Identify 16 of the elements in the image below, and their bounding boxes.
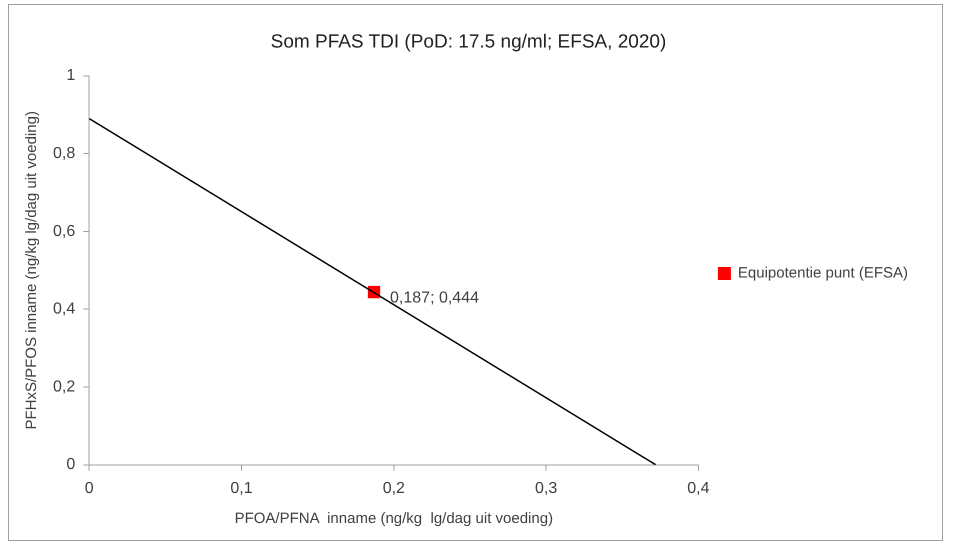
x-tick-label: 0 [84, 480, 94, 497]
y-tick-label: 0,2 [52, 378, 76, 396]
x-tick-label: 0,3 [534, 480, 558, 497]
y-tick-label: 0,6 [52, 222, 76, 240]
chart-title: Som PFAS TDI (PoD: 17.5 ng/ml; EFSA, 2020) [270, 32, 666, 53]
x-axis-title: PFOA/PFNA inname (ng/kg lg/dag uit voeding) [234, 510, 554, 528]
x-tick-label: 0,1 [230, 480, 253, 497]
y-tick-label: 0,4 [52, 300, 76, 318]
x-tick-label: 0,4 [687, 480, 710, 497]
y-tick-label: 0 [66, 456, 76, 474]
annotation: 0,187; 0,444 [390, 289, 480, 306]
x-tick-label: 0,2 [382, 480, 406, 497]
y-axis-title: PFHxS/PFOS inname (ng/kg lg/dag uit voeding) [23, 111, 40, 430]
y-tick-label: 0,8 [52, 145, 76, 162]
y-tick-label: 1 [66, 67, 76, 84]
legend-label: Equipotentie punt (EFSA) [738, 264, 908, 282]
